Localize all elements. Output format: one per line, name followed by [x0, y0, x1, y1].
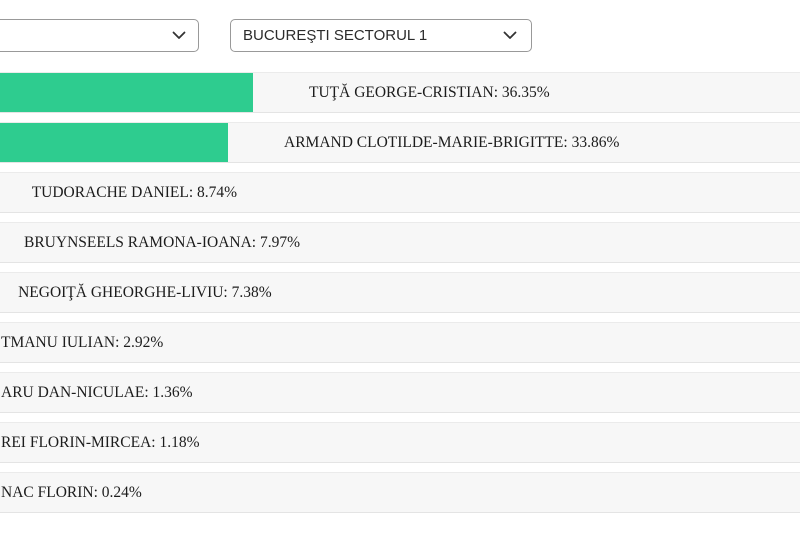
locality-select[interactable]: BUCUREŞTI SECTORUL 1: [230, 19, 532, 52]
result-label: TUDORACHE DANIEL: 8.74%: [31, 184, 238, 201]
result-label: ARU DAN-NICULAE: 1.36%: [1, 384, 193, 401]
result-row: TUŢĂ GEORGE-CRISTIAN: 36.35%: [0, 72, 800, 113]
result-label: NEGOIŢĂ GHEORGHE-LIVIU: 7.38%: [18, 284, 272, 301]
result-row: NEGOIŢĂ GHEORGHE-LIVIU: 7.38%: [0, 272, 800, 313]
result-label: BRUYNSEELS RAMONA-IOANA: 7.97%: [24, 234, 300, 251]
result-label: REI FLORIN-MIRCEA: 1.18%: [1, 434, 200, 451]
result-label: NAC FLORIN: 0.24%: [1, 484, 142, 501]
result-row: NAC FLORIN: 0.24%: [0, 472, 800, 513]
result-label: TUŢĂ GEORGE-CRISTIAN: 36.35%: [309, 84, 550, 101]
result-bar: [0, 73, 253, 112]
chevron-down-icon: [503, 31, 517, 40]
result-bar: [0, 123, 228, 162]
locality-select-value: BUCUREŞTI SECTORUL 1: [243, 27, 428, 44]
result-row: TMANU IULIAN: 2.92%: [0, 322, 800, 363]
result-row: ARMAND CLOTILDE-MARIE-BRIGITTE: 33.86%: [0, 122, 800, 163]
county-select[interactable]: [0, 19, 199, 52]
chevron-down-icon: [172, 31, 186, 40]
result-row: ARU DAN-NICULAE: 1.36%: [0, 372, 800, 413]
result-row: REI FLORIN-MIRCEA: 1.18%: [0, 422, 800, 463]
results-bar-chart: TUŢĂ GEORGE-CRISTIAN: 36.35% ARMAND CLOT…: [0, 72, 800, 522]
result-label: TMANU IULIAN: 2.92%: [1, 334, 164, 351]
result-label: ARMAND CLOTILDE-MARIE-BRIGITTE: 33.86%: [284, 134, 620, 151]
result-row: BRUYNSEELS RAMONA-IOANA: 7.97%: [0, 222, 800, 263]
result-row: TUDORACHE DANIEL: 8.74%: [0, 172, 800, 213]
